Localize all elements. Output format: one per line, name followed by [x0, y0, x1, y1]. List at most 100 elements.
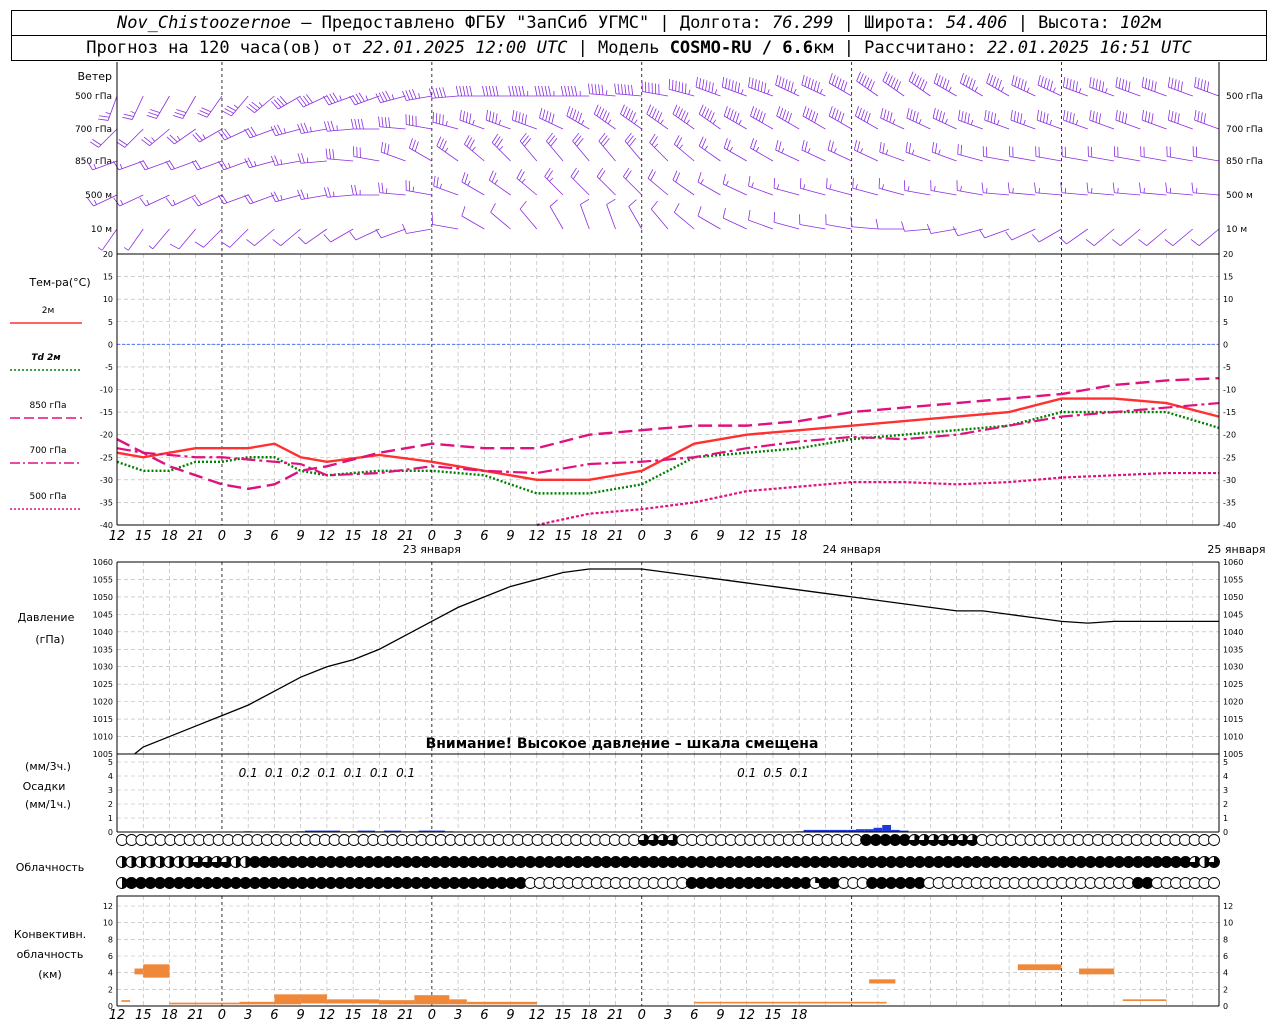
wind-barb-feather: [723, 106, 728, 117]
cloud-symbol-fill: [705, 856, 717, 868]
wind-barb-feather: [352, 94, 359, 104]
precip-bar: [322, 830, 332, 832]
wind-barb: [1194, 86, 1220, 97]
wind-barb: [930, 190, 957, 196]
wind-barb-feather: [578, 112, 583, 123]
wind-barb: [799, 224, 826, 230]
wind-barb: [1141, 119, 1167, 130]
cloud-symbol-fill: [866, 856, 878, 868]
wind-barb: [275, 128, 301, 137]
cloud-symbol: [1065, 856, 1078, 868]
wind-barb: [880, 117, 905, 130]
wind-level-label: 500 м: [85, 191, 112, 201]
wind-barb: [544, 176, 564, 196]
wind-barb-feather: [990, 112, 993, 123]
wind-barb-feather: [354, 184, 358, 196]
wind-barb-feather: [297, 189, 302, 200]
temp-tick-left: -20: [100, 431, 113, 440]
cloud-symbol: [192, 877, 204, 889]
cloud-symbol: [1132, 877, 1144, 889]
wind-barb: [722, 183, 747, 196]
longitude-value: 76.299: [772, 13, 834, 33]
wind-barb: [801, 149, 826, 162]
cloud-symbol-fill: [860, 834, 872, 846]
wind-barb-feather: [788, 112, 792, 123]
wind-barb-feather: [1017, 77, 1021, 88]
wind-barb: [491, 142, 511, 162]
wind-barb-feather: [933, 73, 938, 84]
wind-barb-feather: [888, 75, 893, 86]
cloud-symbol-fill: [211, 877, 223, 889]
precip-tick-left: 3: [108, 786, 113, 795]
precip-bar: [899, 830, 909, 832]
wind-barb: [461, 215, 485, 230]
wind-barb-feather: [1036, 109, 1040, 121]
wind-barb: [1009, 156, 1036, 162]
precip-bar: [392, 830, 402, 832]
cloud-symbol-fill: [733, 877, 745, 889]
wind-barb-feather: [1020, 113, 1023, 124]
wind-barb-feather: [1023, 80, 1027, 91]
wind-barb-feather: [931, 141, 935, 153]
wind-barb-feather: [816, 82, 820, 93]
wind-barb: [1037, 119, 1062, 130]
wind-barb: [433, 185, 459, 196]
cloud-symbol-fill: [382, 877, 394, 889]
wind-barb: [197, 160, 223, 171]
wind-barb-feather: [957, 144, 959, 155]
conv-cloud-bar: [274, 994, 301, 1005]
cloud-symbol: [869, 834, 882, 846]
wind-barb-feather: [194, 241, 204, 248]
wind-barb: [905, 151, 931, 162]
wind-barb-feather: [402, 90, 407, 101]
cloud-symbol-fill: [439, 877, 451, 889]
cloud-symbol-fill: [553, 856, 565, 868]
wind-barb-feather: [87, 197, 94, 207]
cloud-symbol: [514, 856, 527, 868]
precip-bar: [803, 829, 813, 832]
cloud-symbol-fill: [458, 877, 470, 889]
wind-barb: [486, 119, 511, 130]
wind-barb-feather: [1197, 78, 1200, 89]
cloud-symbol: [666, 834, 679, 846]
wind-barb-feather: [570, 85, 574, 97]
wind-barb-feather: [1167, 76, 1171, 88]
cloud-symbol-fill: [1132, 877, 1144, 889]
hour-tick-label-bottom: 12: [109, 1008, 126, 1023]
wind-barb-feather: [1040, 76, 1044, 87]
precip-unit-3h: (мм/3ч.): [25, 760, 71, 773]
wind-barb-feather: [325, 148, 328, 159]
wind-barb: [519, 208, 538, 230]
wind-barb-half: [549, 177, 554, 182]
temp-tick-left: -25: [100, 453, 113, 462]
temp-legend-label: Td 2м: [31, 353, 61, 363]
wind-barb-feather: [436, 177, 439, 188]
wind-barb-feather: [723, 138, 728, 149]
precip-bar: [882, 825, 892, 832]
wind-barb-feather: [381, 182, 384, 194]
cloud-symbol: [173, 877, 185, 889]
wind-barb: [203, 228, 223, 248]
wind-barb: [92, 160, 118, 171]
wind-barb-half: [1026, 87, 1030, 93]
wind-barb-feather: [1075, 81, 1078, 92]
wind-barb-feather: [958, 109, 961, 121]
cloud-symbol-fill: [800, 877, 812, 889]
wind-barb-feather: [737, 82, 741, 93]
wind-barb-feather: [625, 170, 632, 180]
hour-tick-label: 12: [738, 529, 755, 544]
wind-barb-half: [412, 186, 415, 192]
hour-tick-label: 0: [428, 529, 436, 544]
cloud-symbol: [239, 856, 252, 868]
wind-barb-half: [911, 149, 915, 155]
wind-barb-feather: [303, 122, 309, 133]
cloud-symbol-fill: [249, 877, 261, 889]
wind-barb-feather: [922, 81, 928, 91]
wind-barb-feather: [116, 141, 126, 148]
cloud-symbol: [913, 877, 926, 889]
wind-barb-feather: [896, 81, 902, 91]
wind-barb-feather: [594, 84, 597, 95]
wind-barb-feather: [546, 132, 553, 142]
precip-bar: [838, 829, 848, 832]
cloud-symbol-fill: [600, 856, 612, 868]
